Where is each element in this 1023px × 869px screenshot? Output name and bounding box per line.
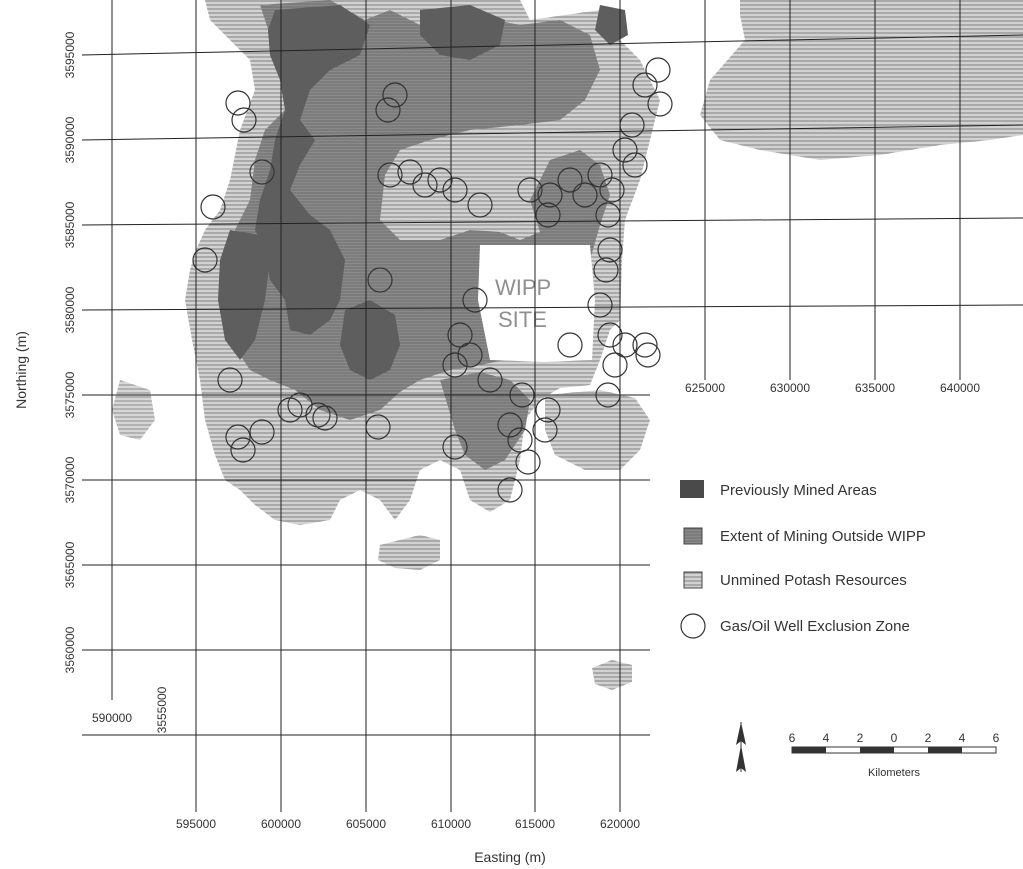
northing-tick: 3580000 xyxy=(63,286,77,333)
northing-tick: 3570000 xyxy=(63,456,77,503)
wipp-label-line1: WIPP xyxy=(495,275,551,300)
scale-number: 0 xyxy=(891,731,898,745)
easting-tick: 615000 xyxy=(515,817,555,831)
northing-tick: 3585000 xyxy=(63,201,77,248)
northing-ticks: 3595000 3590000 3585000 3580000 3575000 … xyxy=(63,31,169,733)
easting-tick: 600000 xyxy=(261,817,301,831)
easting-tick: 620000 xyxy=(600,817,640,831)
north-arrow-icon xyxy=(736,722,746,772)
coordinate-grid xyxy=(81,0,1023,812)
legend-swatch-mining-extent xyxy=(683,527,703,545)
northing-tick: 3595000 xyxy=(63,31,77,78)
scale-number: 2 xyxy=(925,731,932,745)
scale-number: 4 xyxy=(959,731,966,745)
legend-label: Gas/Oil Well Exclusion Zone xyxy=(720,618,910,635)
easting-tick-east: 640000 xyxy=(940,381,980,395)
legend-label: Extent of Mining Outside WIPP xyxy=(720,528,926,545)
previously-mined-areas xyxy=(218,5,628,380)
wipp-site-area: WIPP SITE xyxy=(478,245,595,362)
scale-bar: 6 4 2 0 2 4 6 Kilometers xyxy=(789,731,1000,779)
scale-number: 2 xyxy=(857,731,864,745)
legend: Previously Mined Areas Extent of Mining … xyxy=(680,480,926,639)
easting-tick-west: 590000 xyxy=(92,711,132,725)
easting-tick-east: 625000 xyxy=(685,381,725,395)
easting-tick-east: 635000 xyxy=(855,381,895,395)
scale-unit: Kilometers xyxy=(868,767,920,779)
scale-number: 4 xyxy=(823,731,830,745)
legend-swatch-exclusion-zone xyxy=(680,613,706,639)
northing-tick: 3575000 xyxy=(63,371,77,418)
easting-tick: 610000 xyxy=(431,817,471,831)
legend-label: Unmined Potash Resources xyxy=(720,572,907,589)
northing-tick: 3560000 xyxy=(63,626,77,673)
x-axis-title: Easting (m) xyxy=(474,849,546,865)
scale-number: 6 xyxy=(993,731,1000,745)
legend-label: Previously Mined Areas xyxy=(720,482,877,499)
northing-tick: 3555000 xyxy=(155,686,169,733)
northing-tick: 3565000 xyxy=(63,541,77,588)
easting-tick: 595000 xyxy=(176,817,216,831)
easting-tick: 605000 xyxy=(346,817,386,831)
scale-number: 6 xyxy=(789,731,796,745)
northing-tick: 3590000 xyxy=(63,116,77,163)
easting-ticks: 595000 600000 605000 610000 615000 62000… xyxy=(92,381,980,831)
y-axis-title: Northing (m) xyxy=(13,331,29,409)
well-exclusion-zones xyxy=(192,57,673,503)
wipp-label-line2: SITE xyxy=(498,307,547,332)
legend-swatch-unmined-potash xyxy=(683,571,703,589)
easting-tick-east: 630000 xyxy=(770,381,810,395)
legend-swatch-previously-mined xyxy=(680,480,704,498)
